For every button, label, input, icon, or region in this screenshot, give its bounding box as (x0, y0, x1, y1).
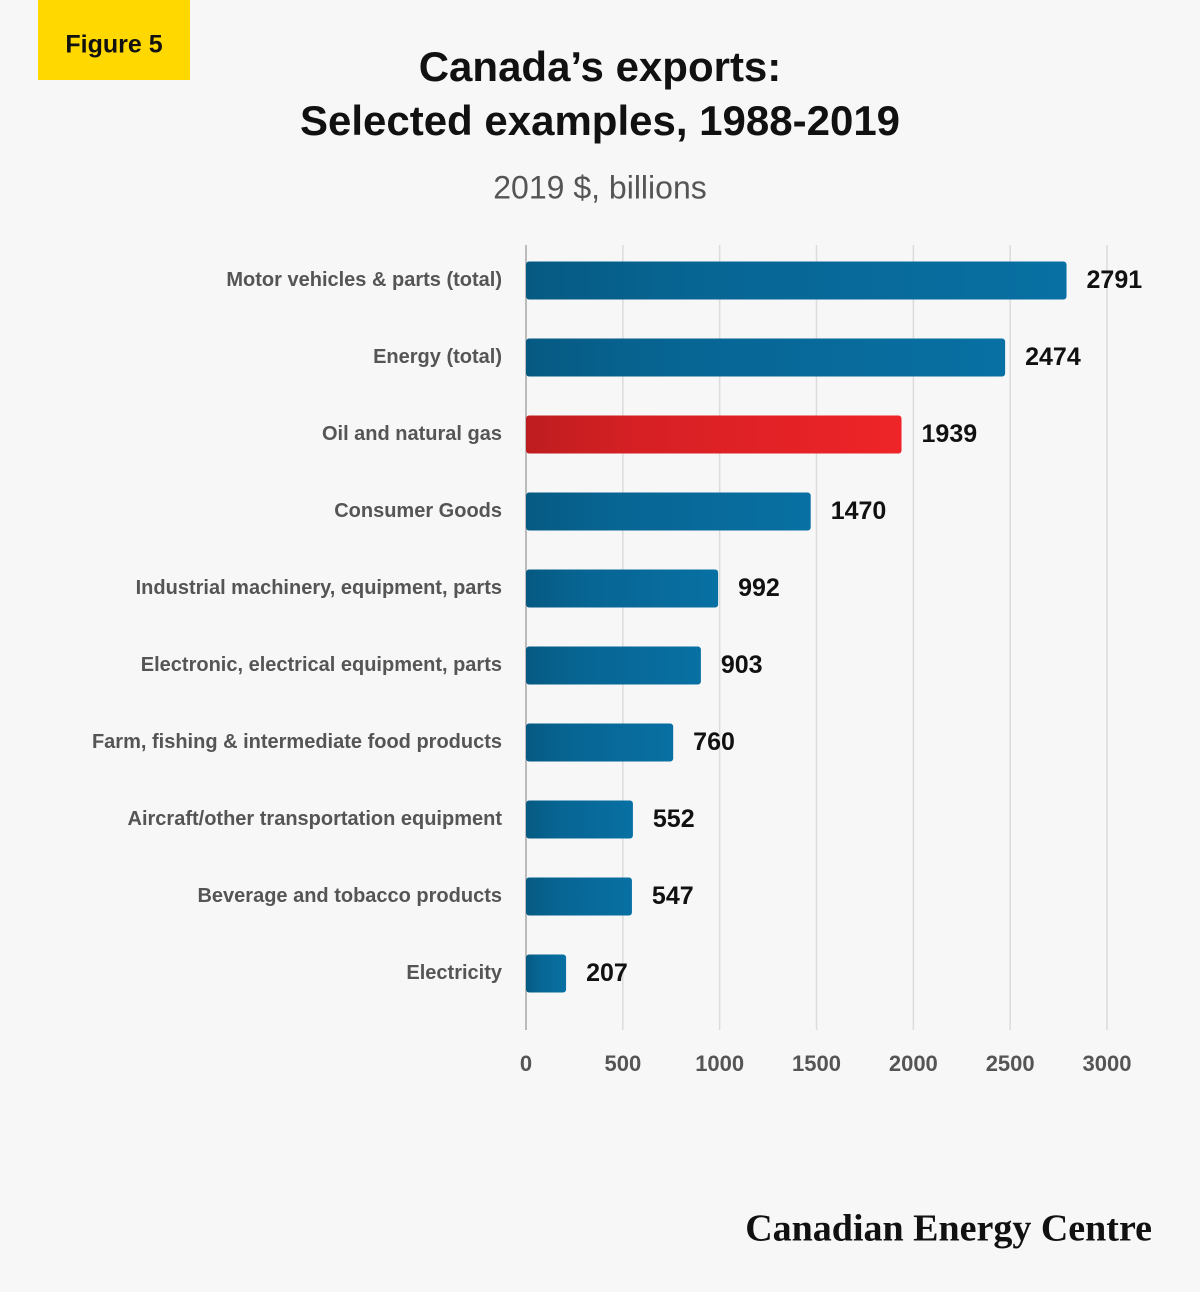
x-tick-label: 2000 (889, 1051, 938, 1076)
footer: Canadian Energy Centre (745, 1208, 1152, 1250)
value-label: 992 (738, 574, 780, 602)
category-label: Motor vehicles & parts (total) (226, 269, 502, 291)
value-label: 207 (586, 959, 628, 987)
x-tick-label: 1500 (792, 1051, 841, 1076)
category-label: Aircraft/other transportation equipment (128, 808, 503, 830)
bar (526, 415, 902, 454)
value-label: 547 (652, 882, 694, 910)
category-label: Energy (total) (373, 346, 502, 368)
category-label: Oil and natural gas (322, 423, 502, 445)
chart-title: Selected examples, 1988-2019 (300, 97, 900, 144)
bar (526, 569, 719, 608)
category-label: Consumer Goods (334, 500, 502, 522)
category-label: Industrial machinery, equipment, parts (136, 577, 502, 599)
bar (526, 800, 633, 839)
category-label: Electricity (406, 962, 502, 984)
bar (526, 492, 811, 531)
x-tick-label: 500 (604, 1051, 641, 1076)
category-label: Farm, fishing & intermediate food produc… (92, 731, 502, 753)
value-label: 1470 (831, 497, 887, 525)
value-label: 2474 (1025, 343, 1081, 371)
bar (526, 723, 674, 762)
badge-box (38, 0, 190, 80)
bar (526, 261, 1067, 300)
category-label: Electronic, electrical equipment, parts (141, 654, 502, 676)
value-label: 760 (693, 728, 735, 756)
value-label: 552 (653, 805, 695, 833)
chart-subtitle: 2019 $, billions (493, 169, 706, 205)
bar (526, 338, 1006, 377)
x-tick-label: 2500 (986, 1051, 1035, 1076)
value-label: 2791 (1087, 266, 1143, 294)
x-tick-label: 0 (520, 1051, 532, 1076)
bar (526, 646, 701, 685)
bar (526, 877, 632, 916)
category-label: Beverage and tobacco products (197, 885, 502, 907)
badge: Figure 5 (65, 31, 162, 59)
x-tick-label: 3000 (1083, 1051, 1132, 1076)
value-label: 903 (721, 651, 763, 679)
bar (526, 954, 567, 993)
chart-title: Canada’s exports: (419, 43, 782, 90)
value-label: 1939 (922, 420, 978, 448)
x-tick-label: 1000 (695, 1051, 744, 1076)
